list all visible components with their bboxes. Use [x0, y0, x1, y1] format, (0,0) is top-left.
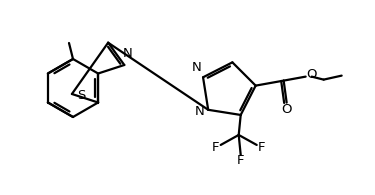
Text: F: F [258, 141, 266, 154]
Text: S: S [77, 90, 85, 103]
Text: N: N [123, 47, 132, 60]
Text: F: F [212, 141, 219, 154]
Text: O: O [281, 103, 292, 116]
Text: F: F [237, 154, 244, 168]
Text: N: N [195, 105, 204, 118]
Text: O: O [307, 68, 317, 81]
Text: N: N [191, 61, 201, 74]
